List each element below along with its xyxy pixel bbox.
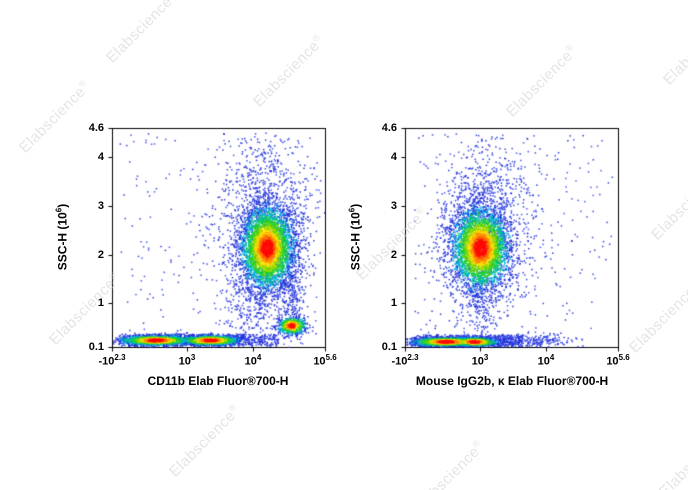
left-y-axis-title: SSC-H (106) [55, 204, 70, 270]
y-tick-label: 4.6 [363, 122, 397, 134]
x-tick-label: -102.3 [80, 353, 144, 368]
y-tick-label: 2 [363, 249, 397, 261]
y-tick-label: 3 [363, 200, 397, 212]
watermark: Elabscience® [647, 165, 688, 244]
watermark: Elabscience® [249, 32, 328, 111]
right-flow-scatter-canvas [397, 126, 622, 355]
y-tick-label: 0.1 [70, 341, 104, 353]
watermark: Elabscience® [102, 0, 181, 66]
y-axis-title-close: ) [56, 204, 70, 208]
x-tick-label: 105.6 [293, 353, 357, 368]
right-x-axis-title: Mouse IgG2b, κ Elab Fluor®700-H [372, 374, 652, 388]
x-tick-label: 104 [514, 353, 578, 368]
y-tick-label: 1 [363, 297, 397, 309]
watermark: Elabscience® [409, 438, 488, 490]
watermark: Elabscience® [625, 278, 688, 357]
y-tick-label: 0.1 [363, 341, 397, 353]
y-tick-label: 4 [363, 151, 397, 163]
watermark: Elabscience® [15, 78, 94, 157]
watermark: Elabscience® [502, 42, 581, 121]
x-tick-label: 103 [448, 353, 512, 368]
x-tick-label: 103 [155, 353, 219, 368]
y-axis-title-exponent: 6 [55, 208, 64, 212]
figure: CD11b Elab Fluor®700-H Mouse IgG2b, κ El… [0, 0, 688, 490]
watermark: Elabscience® [659, 10, 688, 89]
watermark: Elabscience® [165, 402, 244, 481]
y-axis-title-close: ) [349, 204, 363, 208]
left-flow-scatter-canvas [104, 126, 329, 355]
right-y-axis-title: SSC-H (106) [348, 204, 363, 270]
y-axis-title-exponent: 6 [348, 208, 357, 212]
y-tick-label: 4.6 [70, 122, 104, 134]
y-axis-title-text: SSC-H (10 [56, 212, 70, 270]
y-axis-title-text: SSC-H (10 [349, 212, 363, 270]
left-x-axis-title: CD11b Elab Fluor®700-H [78, 374, 358, 388]
watermark: Elabscience® [655, 422, 688, 490]
x-tick-label: 105.6 [586, 353, 650, 368]
y-tick-label: 2 [70, 249, 104, 261]
x-tick-label: -102.3 [373, 353, 437, 368]
x-tick-label: 104 [221, 353, 285, 368]
y-tick-label: 3 [70, 200, 104, 212]
y-tick-label: 4 [70, 151, 104, 163]
y-tick-label: 1 [70, 297, 104, 309]
